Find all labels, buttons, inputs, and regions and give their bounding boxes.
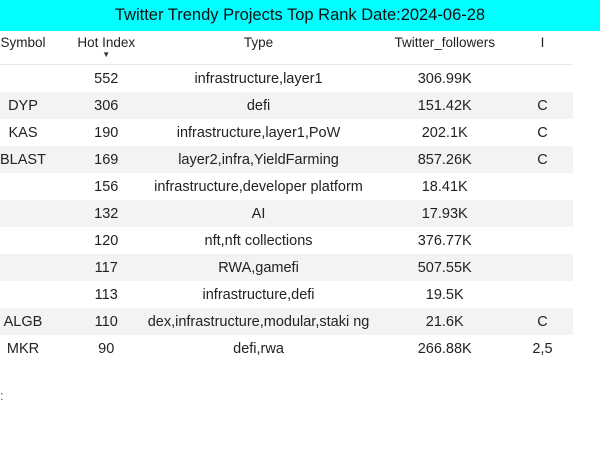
cell-hot-index: 113: [94, 287, 118, 303]
table-row[interactable]: 113 infrastructure,defi 19.5K: [0, 281, 573, 308]
table-row[interactable]: KAS 190 infrastructure,layer1,PoW 202.1K C: [0, 119, 573, 146]
cell-hot-index: 306: [72, 92, 140, 119]
cell-truncated: 2,5: [532, 341, 553, 357]
cell-twitter-followers: 507.55K: [377, 254, 512, 281]
sort-descending-icon[interactable]: ▼: [102, 50, 111, 59]
column-header-type[interactable]: Type: [139, 31, 378, 65]
cell-twitter-followers: 18.41K: [421, 179, 468, 195]
table-row[interactable]: DYP 306 defi 151.42K C: [0, 92, 573, 119]
page-title: Twitter Trendy Projects Top Rank Date:20…: [0, 0, 600, 31]
column-header-hot-index[interactable]: Hot Index ▼: [72, 31, 140, 65]
table-row[interactable]: MKR 90 defi,rwa 266.88K 2,5: [0, 335, 573, 362]
cell-hot-index: 156: [94, 179, 119, 195]
table-row[interactable]: ALGB 110 dex,infrastructure,modular,staki …: [0, 308, 573, 335]
cell-type: infrastructure,defi: [202, 287, 315, 303]
cell-truncated: [512, 281, 573, 308]
cell-symbol: [0, 281, 73, 308]
cell-symbol: BLAST: [0, 146, 73, 173]
cell-hot-index: 90: [98, 341, 115, 357]
cell-truncated: [512, 173, 573, 200]
cell-twitter-followers: 857.26K: [377, 146, 512, 173]
cell-type: nft,nft collections: [204, 233, 313, 249]
cell-type: RWA,gamefi: [139, 254, 378, 281]
cell-symbol: [0, 227, 73, 254]
cell-truncated: C: [511, 146, 573, 173]
cell-twitter-followers: 19.5K: [425, 287, 464, 303]
cell-type: infrastructure,layer1,PoW: [176, 125, 341, 141]
cell-hot-index: 120: [94, 233, 119, 249]
table-row[interactable]: 552 infrastructure,layer1 306.99K: [0, 65, 573, 93]
column-header-symbol[interactable]: Symbol: [0, 31, 73, 65]
table-row[interactable]: 132 AI 17.93K: [0, 200, 573, 227]
column-header-truncated[interactable]: I: [511, 31, 573, 65]
cell-hot-index: 117: [72, 254, 140, 281]
cell-hot-index: 132: [72, 200, 140, 227]
cell-symbol: [0, 200, 73, 227]
cell-type: defi,rwa: [233, 341, 284, 357]
cell-type: infrastructure,layer1: [194, 71, 323, 87]
cell-symbol: [0, 173, 73, 200]
cell-hot-index: 552: [94, 71, 119, 87]
header-row: Symbol Hot Index ▼ Type Twitter_follower…: [0, 31, 573, 65]
cell-symbol: ALGB: [0, 308, 73, 335]
cell-symbol: [0, 65, 73, 93]
cell-symbol: DYP: [0, 92, 73, 119]
cell-twitter-followers: 21.6K: [377, 308, 512, 335]
cell-symbol: KAS: [8, 125, 38, 141]
cell-symbol: MKR: [6, 341, 40, 357]
table-row[interactable]: 120 nft,nft collections 376.77K: [0, 227, 573, 254]
cell-type: dex,infrastructure,modular,staki ng: [139, 308, 378, 335]
cell-type: layer2,infra,YieldFarming: [139, 146, 378, 173]
cell-truncated: C: [511, 308, 573, 335]
table-row[interactable]: 117 RWA,gamefi 507.55K: [0, 254, 573, 281]
cell-type: infrastructure,developer platform: [154, 179, 363, 195]
cell-type: AI: [139, 200, 378, 227]
rank-table-container: Symbol Hot Index ▼ Type Twitter_follower…: [0, 31, 600, 376]
cell-truncated: [511, 200, 573, 227]
cell-type: defi: [139, 92, 378, 119]
cell-twitter-followers: 151.42K: [377, 92, 512, 119]
cell-symbol: [0, 254, 73, 281]
cell-twitter-followers: 17.93K: [377, 200, 512, 227]
cell-twitter-followers: 376.77K: [417, 233, 472, 249]
cell-twitter-followers: 202.1K: [421, 125, 468, 141]
cell-truncated: [511, 254, 573, 281]
cell-hot-index: 190: [94, 125, 119, 141]
edge-mark: :: [0, 388, 4, 403]
cell-truncated: C: [537, 125, 548, 141]
cell-twitter-followers: 306.99K: [417, 71, 472, 87]
cell-hot-index: 169: [72, 146, 140, 173]
cell-hot-index: 110: [72, 308, 140, 335]
cell-twitter-followers: 266.88K: [417, 341, 472, 357]
cell-truncated: [512, 227, 573, 254]
column-header-label: Hot Index: [77, 35, 136, 50]
cell-truncated: [512, 65, 573, 93]
cell-truncated: C: [511, 92, 573, 119]
column-header-twitter-followers[interactable]: Twitter_followers: [377, 31, 512, 65]
rank-table: Symbol Hot Index ▼ Type Twitter_follower…: [0, 31, 573, 362]
table-row[interactable]: 156 infrastructure,developer platform 18.4…: [0, 173, 573, 200]
table-row[interactable]: BLAST 169 layer2,infra,YieldFarming 857.26K…: [0, 146, 573, 173]
